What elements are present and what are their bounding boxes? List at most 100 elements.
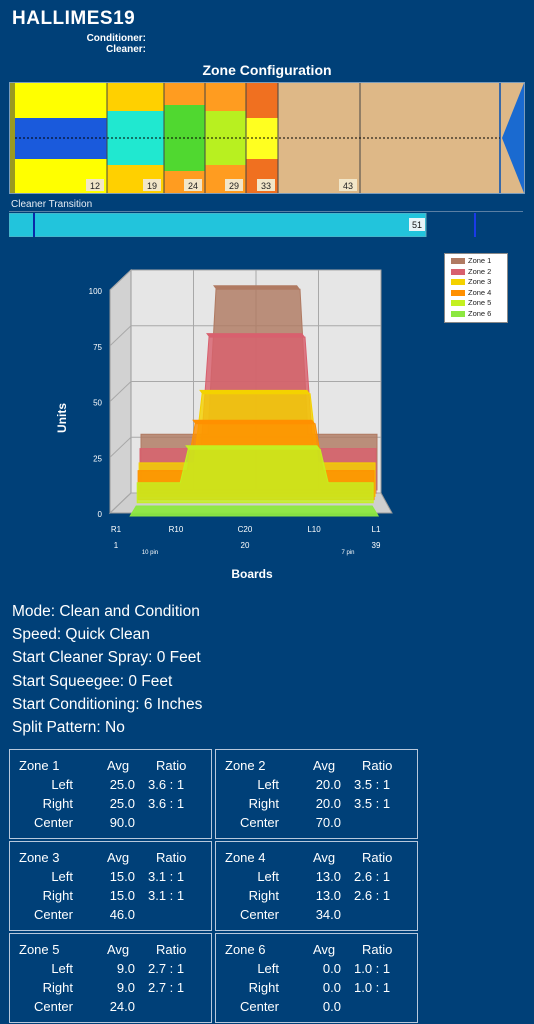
ratio-header: Ratio [156,758,187,773]
left-ratio: 3.6 : 1 [148,777,185,792]
right-ratio: 3.1 : 1 [148,888,185,903]
legend-label: Zone 5 [468,298,492,307]
zone-6-box: Zone 6 Avg Ratio Left 0.0 1.0 : 1 Right … [215,933,418,1023]
x-sub-label: 10 pin [142,550,158,556]
legend-label: Zone 6 [468,308,492,318]
right-label: Right [42,796,73,811]
y-axis-label: Units [55,403,69,433]
avg-header: Avg [313,850,336,865]
split-pattern-text: Split Pattern: No [12,719,125,737]
avg-header: Avg [107,942,130,957]
center-label: Center [239,815,279,830]
x-tick-label: C20 [238,525,253,534]
center-label: Center [239,907,279,922]
legend-label: Zone 4 [468,287,492,297]
left-label: Left [257,777,279,792]
zone-6-floor [129,505,380,517]
right-label: Right [248,888,279,903]
right-label: Right [248,796,279,811]
zone-4-box: Zone 4 Avg Ratio Left 13.0 2.6 : 1 Right… [215,841,418,931]
zone-name: Zone 5 [19,942,60,957]
grid-line [109,492,132,514]
ratio-header: Ratio [156,942,187,957]
right-ratio: 2.6 : 1 [354,888,391,903]
avg-header: Avg [107,758,130,773]
chart-legend: Zone 1 Zone 2 Zone 3 Zone 4 Zone 5 Zone … [444,253,508,323]
zone-1-box: Zone 1 Avg Ratio Left 25.0 3.6 : 1 Right… [9,749,212,839]
ratio-header: Ratio [362,942,393,957]
legend-swatch [451,279,465,286]
left-ratio: 1.0 : 1 [354,961,391,976]
left-avg: 20.0 [315,777,341,792]
zone-name: Zone 4 [225,850,266,865]
zone-marker: 29 [229,181,239,191]
legend-swatch [451,268,465,275]
avg-header: Avg [313,758,336,773]
ratio-header: Ratio [156,850,187,865]
right-ratio: 3.6 : 1 [148,796,185,811]
ratio-header: Ratio [362,758,393,773]
x-tick-label: R10 [169,525,184,534]
left-avg: 15.0 [109,869,135,884]
grid-line [109,381,132,402]
zone-3-box: Zone 3 Avg Ratio Left 15.0 3.1 : 1 Right… [9,841,212,931]
zone-top-1 [213,285,300,290]
start-squeegee-text: Start Squeegee: 0 Feet [12,672,173,690]
left-ratio: 3.1 : 1 [148,869,185,884]
center-label: Center [33,999,73,1014]
pattern-title: HALLIMES19 [12,8,136,29]
zone-2-box: Zone 2 Avg Ratio Left 20.0 3.5 : 1 Right… [215,749,418,839]
left-label: Left [51,869,73,884]
zone-5-box: Zone 5 Avg Ratio Left 9.0 2.7 : 1 Right … [9,933,212,1023]
zone-configuration-title: Zone Configuration [202,62,332,78]
left-avg: 25.0 [109,777,135,792]
x-tick-label: L10 [307,525,321,534]
x-sub-label: 7 pin [341,550,354,556]
y-tick-label: 0 [98,510,103,519]
zone-name: Zone 6 [225,942,266,957]
left-avg: 13.0 [315,869,341,884]
zone-configuration-diagram: 12 19 24 29 33 43 [9,82,525,194]
left-ratio: 2.7 : 1 [148,961,185,976]
center-avg: 0.0 [322,999,341,1014]
zone-name: Zone 1 [19,758,60,773]
x-axis-label: Boards [231,567,273,581]
mode-text: Mode: Clean and Condition [12,603,200,620]
avg-header: Avg [107,850,130,865]
x-tick-label: L1 [372,525,381,534]
center-avg: 90.0 [109,815,135,830]
zone-units-chart: 0 25 50 75 100 R1 R10 C20 L10 L1 1 10 pin 20 7 pin 39… [0,248,534,584]
right-label: Right [248,980,279,995]
cleaner-transition-bar: 51 [8,212,523,238]
right-avg: 20.0 [315,796,341,811]
y-tick-label: 50 [93,399,102,408]
zone-marker: 33 [261,181,271,191]
zone-marker: 24 [188,181,198,191]
zone-top-3 [199,389,311,394]
zone-marker: 12 [90,181,100,191]
divider [9,211,523,212]
right-label: Right [42,980,73,995]
legend-label: Zone 1 [468,256,492,265]
y-tick-label: 75 [93,343,102,352]
grid-line [109,325,132,347]
legend-swatch [451,258,465,265]
zone-profile-5 [136,448,374,504]
right-ratio: 3.5 : 1 [354,796,391,811]
zone-top-5 [185,445,321,450]
ratio-header: Ratio [362,850,393,865]
zone-marker: 19 [147,181,157,191]
y-tick-label: 25 [93,454,102,463]
cleaner-label: Cleaner: [105,44,146,55]
legend-label: Zone 3 [468,277,492,286]
start-cleaner-spray-text: Start Cleaner Spray: 0 Feet [12,649,201,667]
speed-text: Speed: Quick Clean [12,626,150,644]
legend-label: Zone 2 [468,266,492,276]
left-avg: 0.0 [322,961,341,976]
avg-header: Avg [313,942,336,957]
zone-top-2 [206,333,306,338]
x-sub-label: 20 [241,541,250,550]
cleaner-transition-value: 51 [412,220,422,230]
center-label: Center [33,815,73,830]
zone-marker: 43 [343,181,353,191]
